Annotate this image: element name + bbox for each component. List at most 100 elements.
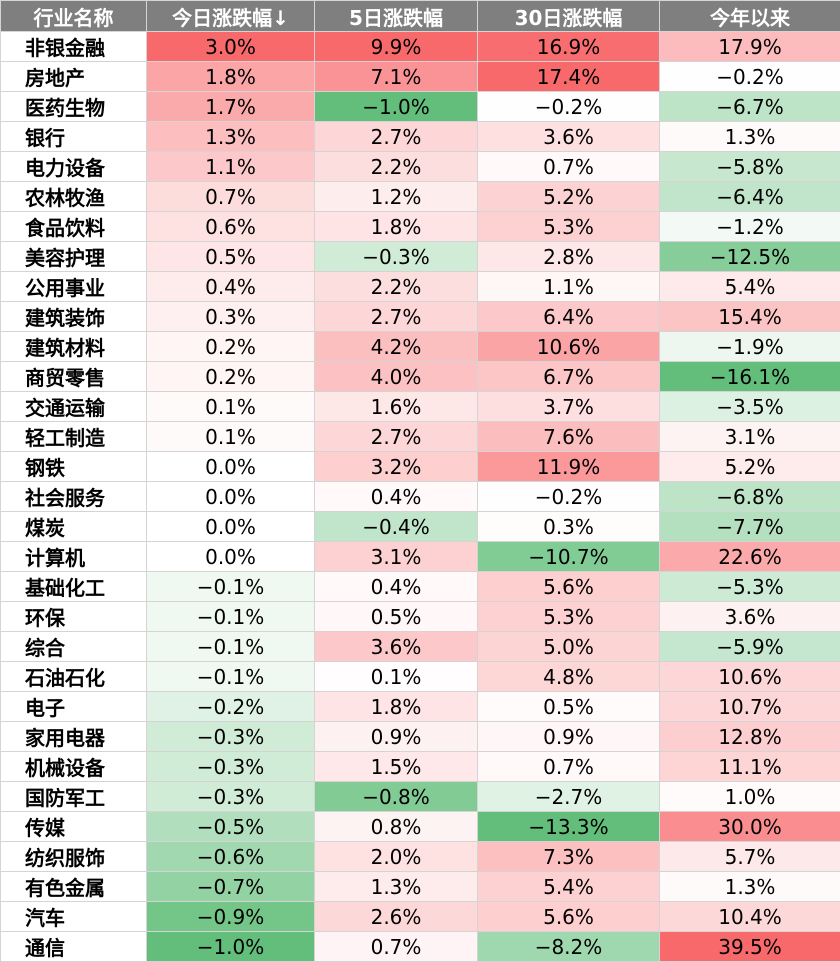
industry-name-cell: 房地产	[1, 62, 147, 92]
5day-change-cell: 1.2%	[315, 182, 478, 212]
table-row: 汽车−0.9%2.6%5.6%10.4%	[1, 902, 840, 932]
today-change-cell: 0.4%	[147, 272, 315, 302]
today-change-cell: 0.0%	[147, 512, 315, 542]
ytd-change-cell: −6.8%	[660, 482, 840, 512]
5day-change-cell: 2.2%	[315, 152, 478, 182]
table-row: 纺织服饰−0.6%2.0%7.3%5.7%	[1, 842, 840, 872]
industry-name-cell: 国防军工	[1, 782, 147, 812]
column-header-ytd-change[interactable]: 今年以来	[660, 1, 840, 32]
today-change-cell: −0.6%	[147, 842, 315, 872]
today-change-cell: −0.1%	[147, 602, 315, 632]
today-change-cell: 0.2%	[147, 332, 315, 362]
industry-name-cell: 汽车	[1, 902, 147, 932]
30day-change-cell: 5.2%	[478, 182, 660, 212]
30day-change-cell: 5.6%	[478, 902, 660, 932]
5day-change-cell: 0.7%	[315, 932, 478, 962]
table-row: 家用电器−0.3%0.9%0.9%12.8%	[1, 722, 840, 752]
industry-name-cell: 机械设备	[1, 752, 147, 782]
today-change-cell: 0.7%	[147, 182, 315, 212]
5day-change-cell: 0.5%	[315, 602, 478, 632]
30day-change-cell: 11.9%	[478, 452, 660, 482]
ytd-change-cell: 5.2%	[660, 452, 840, 482]
30day-change-cell: 4.8%	[478, 662, 660, 692]
30day-change-cell: 0.7%	[478, 152, 660, 182]
ytd-change-cell: −16.1%	[660, 362, 840, 392]
today-change-cell: 1.7%	[147, 92, 315, 122]
5day-change-cell: −0.8%	[315, 782, 478, 812]
5day-change-cell: 0.9%	[315, 722, 478, 752]
today-change-cell: 0.6%	[147, 212, 315, 242]
30day-change-cell: 5.3%	[478, 602, 660, 632]
today-change-cell: 0.1%	[147, 422, 315, 452]
30day-change-cell: 5.4%	[478, 872, 660, 902]
column-header-30day-change[interactable]: 30日涨跌幅	[478, 1, 660, 32]
column-header-5day-change[interactable]: 5日涨跌幅	[315, 1, 478, 32]
industry-name-cell: 商贸零售	[1, 362, 147, 392]
ytd-change-cell: 12.8%	[660, 722, 840, 752]
30day-change-cell: −2.7%	[478, 782, 660, 812]
30day-change-cell: −0.2%	[478, 92, 660, 122]
industry-name-cell: 通信	[1, 932, 147, 962]
industry-name-cell: 煤炭	[1, 512, 147, 542]
today-change-cell: 1.8%	[147, 62, 315, 92]
industry-name-cell: 轻工制造	[1, 422, 147, 452]
ytd-change-cell: 11.1%	[660, 752, 840, 782]
today-change-cell: −0.5%	[147, 812, 315, 842]
industry-name-cell: 环保	[1, 602, 147, 632]
30day-change-cell: 6.7%	[478, 362, 660, 392]
5day-change-cell: 9.9%	[315, 32, 478, 62]
ytd-change-cell: 10.7%	[660, 692, 840, 722]
5day-change-cell: 1.5%	[315, 752, 478, 782]
today-change-cell: −1.0%	[147, 932, 315, 962]
30day-change-cell: −8.2%	[478, 932, 660, 962]
ytd-change-cell: 17.9%	[660, 32, 840, 62]
today-change-cell: 0.1%	[147, 392, 315, 422]
30day-change-cell: 1.1%	[478, 272, 660, 302]
today-change-cell: 0.2%	[147, 362, 315, 392]
today-change-cell: −0.3%	[147, 752, 315, 782]
today-change-cell: −0.1%	[147, 572, 315, 602]
30day-change-cell: 10.6%	[478, 332, 660, 362]
ytd-change-cell: 15.4%	[660, 302, 840, 332]
5day-change-cell: −0.4%	[315, 512, 478, 542]
5day-change-cell: 2.2%	[315, 272, 478, 302]
30day-change-cell: 0.3%	[478, 512, 660, 542]
table-header: 行业名称 今日涨跌幅↓ 5日涨跌幅 30日涨跌幅 今年以来	[1, 1, 840, 32]
today-change-cell: −0.2%	[147, 692, 315, 722]
5day-change-cell: 0.1%	[315, 662, 478, 692]
column-header-industry[interactable]: 行业名称	[1, 1, 147, 32]
5day-change-cell: 1.8%	[315, 692, 478, 722]
5day-change-cell: 0.4%	[315, 482, 478, 512]
industry-name-cell: 银行	[1, 122, 147, 152]
ytd-change-cell: −6.7%	[660, 92, 840, 122]
industry-name-cell: 基础化工	[1, 572, 147, 602]
industry-name-cell: 美容护理	[1, 242, 147, 272]
ytd-change-cell: −1.2%	[660, 212, 840, 242]
ytd-change-cell: 39.5%	[660, 932, 840, 962]
industry-name-cell: 综合	[1, 632, 147, 662]
30day-change-cell: 7.3%	[478, 842, 660, 872]
ytd-change-cell: 1.0%	[660, 782, 840, 812]
industry-name-cell: 电力设备	[1, 152, 147, 182]
today-change-cell: −0.1%	[147, 632, 315, 662]
30day-change-cell: −10.7%	[478, 542, 660, 572]
column-header-today-change[interactable]: 今日涨跌幅↓	[147, 1, 315, 32]
ytd-change-cell: −6.4%	[660, 182, 840, 212]
ytd-change-cell: −7.7%	[660, 512, 840, 542]
table-row: 机械设备−0.3%1.5%0.7%11.1%	[1, 752, 840, 782]
5day-change-cell: −1.0%	[315, 92, 478, 122]
5day-change-cell: 0.4%	[315, 572, 478, 602]
industry-name-cell: 传媒	[1, 812, 147, 842]
30day-change-cell: 3.7%	[478, 392, 660, 422]
industry-name-cell: 公用事业	[1, 272, 147, 302]
ytd-change-cell: 3.1%	[660, 422, 840, 452]
30day-change-cell: −13.3%	[478, 812, 660, 842]
